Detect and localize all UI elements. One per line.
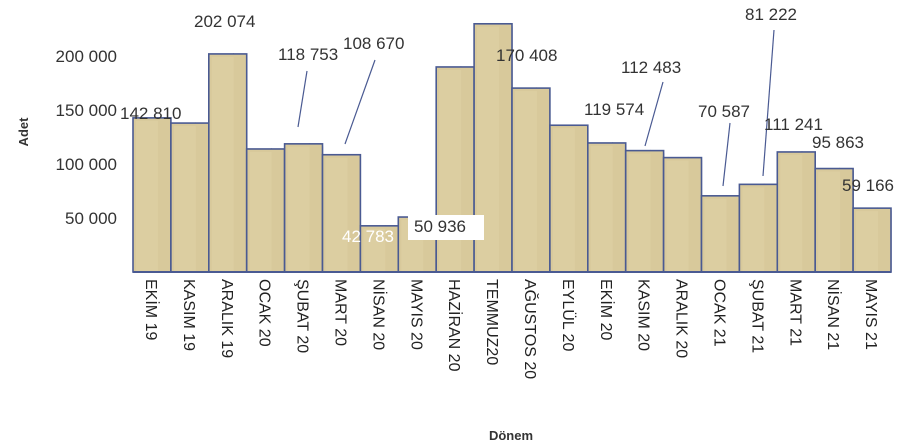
- data-label-leader: [344, 59, 376, 145]
- bar-highlight: [666, 160, 689, 272]
- data-label: 81 222: [745, 5, 797, 24]
- bars: [132, 22, 892, 273]
- x-tick-label: EYLÜL 20: [559, 279, 577, 351]
- bar-front: [321, 153, 362, 273]
- data-label: 142 810: [120, 104, 181, 123]
- x-tick-label: OCAK 21: [710, 279, 727, 347]
- x-axis-title: Dönem: [489, 428, 533, 443]
- bar-highlight: [211, 56, 234, 273]
- bar: [511, 87, 551, 273]
- bar: [321, 153, 362, 273]
- x-tick-label: ŞUBAT 21: [748, 279, 765, 353]
- bar: [283, 143, 324, 273]
- data-label-leader: [762, 29, 775, 177]
- bar: [359, 225, 400, 273]
- x-tick-label: NİSAN 21: [824, 279, 843, 350]
- bar-highlight: [628, 153, 651, 272]
- bar: [700, 195, 741, 273]
- bar-highlight: [742, 187, 765, 272]
- x-tick-label: KASIM 20: [635, 279, 652, 351]
- data-label: 59 166: [842, 176, 894, 195]
- data-label: 42 783: [342, 227, 394, 246]
- bar-highlight: [249, 151, 272, 272]
- x-tick-label: MAYIS 21: [862, 279, 879, 350]
- bar: [662, 156, 703, 273]
- bar-front: [852, 207, 892, 273]
- data-label: 119 574: [584, 100, 644, 119]
- bar: [776, 151, 816, 273]
- x-tick-label: NİSAN 20: [369, 279, 388, 350]
- x-tick-label: ARALIK 19: [218, 279, 235, 358]
- bar: [132, 117, 172, 273]
- bar-highlight: [780, 154, 803, 272]
- bar: [170, 122, 210, 273]
- data-label: 170 408: [496, 46, 557, 65]
- bar-front: [245, 148, 286, 273]
- bar-highlight: [325, 157, 348, 272]
- data-label: 202 074: [194, 12, 255, 31]
- data-labels: 142 810 202 074 118 753 108 670 42 783 50 936…: [120, 5, 894, 246]
- data-label: 95 863: [812, 133, 864, 152]
- x-tick-label: MART 21: [786, 279, 803, 346]
- y-tick-label: 200 000: [56, 47, 117, 66]
- bar-highlight: [704, 198, 727, 272]
- bar-highlight: [856, 211, 878, 272]
- bar-front: [170, 122, 210, 273]
- bar-front: [776, 151, 816, 273]
- x-tick-label: TEMMUZ20: [483, 279, 500, 365]
- bar-highlight: [173, 126, 196, 272]
- data-label-leader: [722, 122, 731, 187]
- data-label: 108 670: [343, 34, 404, 53]
- bar-front: [814, 167, 854, 273]
- data-label-leader: [644, 81, 664, 147]
- bar: [814, 167, 854, 273]
- y-tick-label: 150 000: [56, 101, 117, 120]
- y-axis-title: Adet: [16, 117, 31, 147]
- x-tick-label: ŞUBAT 20: [294, 279, 311, 353]
- bar-highlight: [515, 91, 537, 272]
- y-tick-labels: 50 000 100 000 150 000 200 000: [56, 47, 117, 228]
- bar-front: [738, 183, 779, 273]
- bar: [208, 53, 248, 273]
- bar-highlight: [818, 171, 841, 272]
- bar-highlight: [439, 69, 462, 272]
- x-tick-label: MART 20: [331, 279, 348, 346]
- bar-highlight: [136, 120, 158, 272]
- x-tick-label: HAZİRAN 20: [445, 279, 464, 372]
- bar-highlight: [363, 228, 386, 272]
- bar: [586, 142, 627, 273]
- bar-highlight: [477, 26, 499, 272]
- y-tick-label: 100 000: [56, 155, 117, 174]
- x-tick-labels: EKİM 19 KASIM 19 ARALIK 19 OCAK 20 ŞUBAT 20 M…: [142, 279, 879, 379]
- bar-highlight: [552, 128, 575, 272]
- data-label: 118 753: [278, 45, 338, 64]
- bar-highlight: [287, 146, 310, 272]
- bar: [549, 124, 589, 273]
- x-tick-label: KASIM 19: [180, 279, 197, 351]
- bar: [435, 66, 475, 273]
- bar: [473, 22, 513, 273]
- bar: [624, 149, 665, 273]
- bar-highlight: [590, 145, 613, 272]
- x-tick-label: ARALIK 20: [673, 279, 690, 358]
- x-tick-label: MAYIS 20: [407, 279, 424, 350]
- data-label: 50 936: [414, 217, 466, 236]
- bar-front: [700, 195, 741, 273]
- x-tick-label: EKİM 19: [142, 279, 161, 340]
- bar-front: [208, 53, 248, 273]
- bar: [738, 183, 779, 273]
- bar: [245, 148, 286, 273]
- data-label: 70 587: [698, 102, 750, 121]
- data-label-leader: [297, 70, 308, 128]
- data-label-box: [408, 215, 484, 240]
- data-label: 111 241: [764, 115, 823, 134]
- bar: [852, 207, 892, 273]
- y-tick-label: 50 000: [65, 209, 117, 228]
- x-tick-label: OCAK 20: [256, 279, 273, 347]
- x-tick-label: EKİM 20: [597, 279, 616, 340]
- x-tick-label: AĞUSTOS 20: [521, 279, 540, 379]
- data-label: 112 483: [621, 58, 681, 77]
- bar-front: [662, 156, 703, 273]
